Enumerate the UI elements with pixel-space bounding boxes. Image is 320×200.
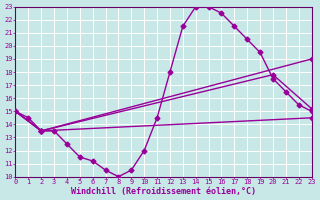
X-axis label: Windchill (Refroidissement éolien,°C): Windchill (Refroidissement éolien,°C): [71, 187, 256, 196]
